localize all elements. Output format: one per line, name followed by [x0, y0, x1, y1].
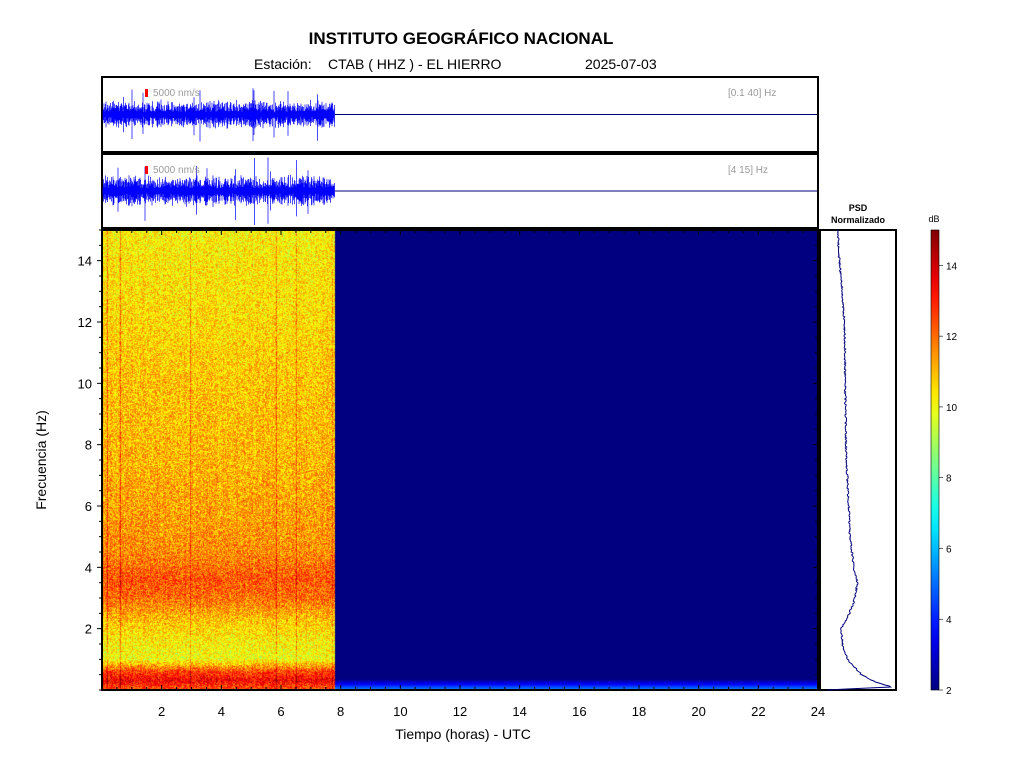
x-tick-label: 6 — [277, 704, 284, 719]
band-label-broadband: [0.1 40] Hz — [728, 88, 776, 99]
station-name: CTAB ( HHZ ) - EL HIERRO — [328, 56, 502, 72]
y-tick-label: 14 — [78, 254, 92, 269]
scale-marker — [145, 89, 148, 97]
x-tick-label: 8 — [337, 704, 344, 719]
spectrogram-image — [102, 230, 818, 690]
psd-line — [826, 229, 892, 691]
y-tick-label: 10 — [78, 376, 92, 391]
colorbar-tick-label: 12 — [946, 332, 958, 343]
trace-panel-broadband: 5000 nm/s [0.1 40] Hz — [101, 76, 819, 153]
trace-line-broadband — [102, 88, 817, 142]
scale-label-broadband: 5000 nm/s — [153, 88, 200, 99]
y-axis-label: Frecuencia (Hz) — [33, 410, 49, 510]
band-label-filtered: [4 15] Hz — [728, 165, 768, 176]
colorbar-tick-label: 14 — [946, 261, 958, 272]
x-tick-label: 24 — [811, 704, 825, 719]
y-tick-label: 4 — [85, 560, 92, 575]
x-tick-label: 10 — [393, 704, 407, 719]
x-axis-label: Tiempo (horas) - UTC — [395, 726, 531, 742]
waveform — [102, 88, 335, 142]
figure-title: INSTITUTO GEOGRÁFICO NACIONAL — [309, 29, 614, 48]
trace-panel-filtered: 5000 nm/s [4 15] Hz — [101, 153, 819, 229]
x-tick-label: 16 — [572, 704, 586, 719]
station-prefix: Estación: — [254, 56, 312, 72]
x-tick-label: 22 — [751, 704, 765, 719]
colorbar-tick-label: 10 — [946, 403, 958, 414]
x-tick-label: 14 — [512, 704, 526, 719]
y-tick-label: 8 — [85, 438, 92, 453]
psd-subtitle: Normalizado — [831, 215, 886, 225]
x-tick-label: 2 — [158, 704, 165, 719]
colorbar: dB 2 4 6 8 10 12 14 — [928, 214, 957, 697]
colorbar-tick-label: 2 — [946, 686, 952, 697]
station-date: 2025-07-03 — [585, 56, 657, 72]
psd-panel: PSD Normalizado — [819, 203, 897, 691]
psd-title: PSD — [849, 203, 868, 213]
y-tick-label: 2 — [85, 622, 92, 637]
colorbar-title: dB — [928, 214, 939, 224]
x-tick-label: 12 — [453, 704, 467, 719]
x-tick-label: 20 — [691, 704, 705, 719]
scale-label-filtered: 5000 nm/s — [153, 165, 200, 176]
trace-line-filtered — [102, 157, 817, 225]
colorbar-ticks: 2 4 6 8 10 12 14 — [939, 261, 958, 697]
waveform — [102, 157, 335, 225]
colorbar-tick-label: 8 — [946, 474, 952, 485]
colorbar-gradient — [930, 229, 940, 691]
y-tick-label: 12 — [78, 315, 92, 330]
colorbar-tick-label: 6 — [946, 544, 952, 555]
colorbar-tick-label: 4 — [946, 615, 952, 626]
x-tick-label: 4 — [218, 704, 225, 719]
scale-marker — [145, 166, 148, 174]
x-tick-label: 18 — [632, 704, 646, 719]
y-tick-label: 6 — [85, 499, 92, 514]
